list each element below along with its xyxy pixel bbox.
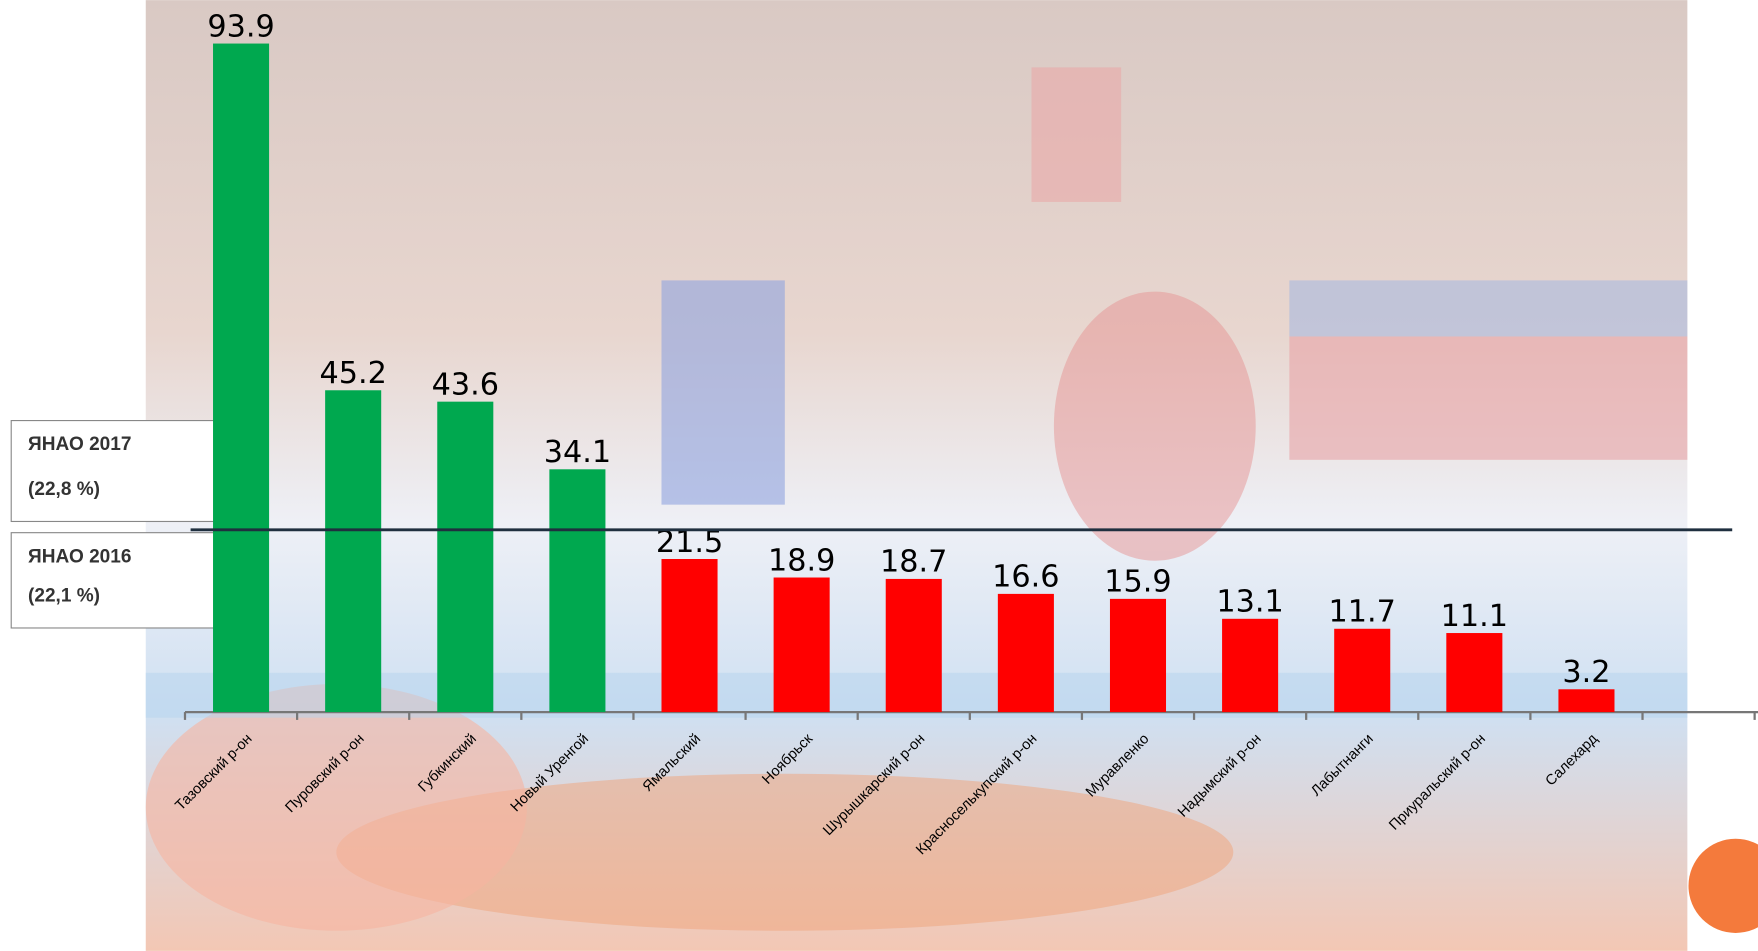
bar bbox=[1334, 628, 1391, 713]
bar bbox=[325, 390, 382, 713]
bar bbox=[549, 469, 606, 713]
background-photo bbox=[145, 0, 1688, 951]
note-box bbox=[10, 532, 220, 629]
value-label: 18.7 bbox=[880, 545, 947, 580]
bar bbox=[213, 43, 270, 713]
bar bbox=[661, 558, 718, 713]
value-label: 43.6 bbox=[432, 367, 499, 402]
value-label: 34.1 bbox=[544, 435, 611, 470]
bar bbox=[997, 593, 1054, 713]
value-label: 93.9 bbox=[207, 9, 274, 44]
value-label: 16.6 bbox=[992, 560, 1059, 595]
bar bbox=[437, 401, 494, 713]
value-label: 15.9 bbox=[1104, 565, 1171, 600]
note-2017: ЯНАО 2017 bbox=[28, 434, 131, 455]
bar bbox=[1222, 618, 1279, 713]
value-label: 18.9 bbox=[768, 543, 835, 578]
note-2017-pct: (22,8 %) bbox=[28, 479, 100, 500]
bar bbox=[1446, 633, 1503, 713]
decor-circle bbox=[1688, 838, 1758, 933]
bar bbox=[1109, 598, 1167, 713]
value-label: 11.1 bbox=[1441, 599, 1508, 634]
bar bbox=[773, 577, 830, 713]
bar bbox=[1558, 689, 1615, 713]
bar bbox=[885, 578, 942, 713]
note-2016: ЯНАО 2016 bbox=[28, 546, 131, 567]
value-label: 45.2 bbox=[319, 356, 386, 391]
value-label: 3.2 bbox=[1562, 655, 1610, 690]
note-2016-pct: (22,1 %) bbox=[28, 586, 100, 607]
value-label: 13.1 bbox=[1216, 585, 1283, 620]
value-label: 11.7 bbox=[1329, 595, 1396, 630]
reference-notes: ЯНАО 2017 (22,8 %) ЯНАО 2016 (22,1 %) bbox=[10, 420, 220, 629]
note-box bbox=[10, 420, 220, 523]
